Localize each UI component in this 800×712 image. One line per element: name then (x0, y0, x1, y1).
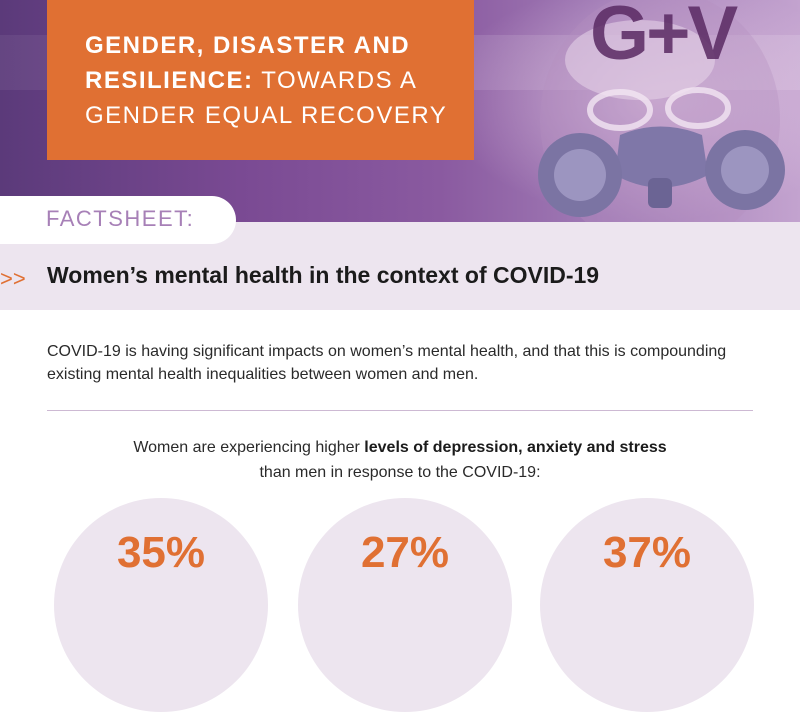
title-box: GENDER, DISASTER AND RESILIENCE: TOWARDS… (47, 0, 474, 160)
title-line1: GENDER, DISASTER AND (85, 32, 411, 59)
intro-paragraph: COVID-19 is having significant impacts o… (47, 343, 727, 383)
divider (47, 410, 753, 411)
stat-value-3: 37% (602, 528, 692, 577)
lead-text: Women are experiencing higher levels of … (0, 435, 800, 485)
gas-mask-photo (538, 0, 785, 222)
factsheet-tab (0, 196, 236, 244)
factsheet-subtitle: Women’s mental health in the context of … (47, 262, 600, 288)
stat-value-1: 35% (116, 528, 206, 577)
stat-value-2: 27% (360, 528, 450, 577)
title-line2-bold: RESILIENCE: (85, 67, 254, 94)
lead-before: Women are experiencing higher (133, 439, 365, 456)
double-arrow-icon: >> (0, 266, 26, 291)
lead-bold: levels of depression, anxiety and stress (364, 439, 667, 456)
gv-logo: G+V (590, 0, 738, 76)
title-line3: GENDER EQUAL RECOVERY (85, 102, 448, 129)
factsheet-label: FACTSHEET: (46, 206, 195, 231)
lead-after: than men in response to the COVID-19: (259, 464, 541, 481)
title-line2-rest: TOWARDS A (253, 67, 418, 94)
